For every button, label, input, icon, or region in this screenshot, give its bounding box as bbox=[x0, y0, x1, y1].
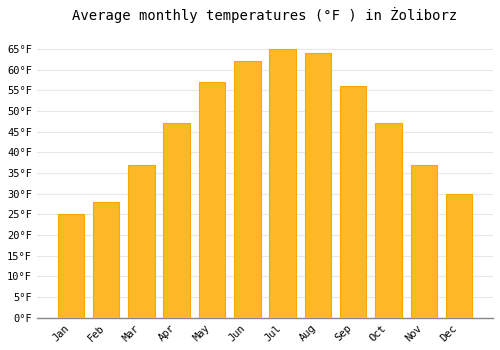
Bar bbox=[410, 165, 437, 318]
Bar bbox=[234, 61, 260, 318]
Bar bbox=[446, 194, 472, 318]
Title: Average monthly temperatures (°F ) in Żoliborz: Average monthly temperatures (°F ) in Żo… bbox=[72, 7, 458, 23]
Bar bbox=[58, 215, 84, 318]
Bar bbox=[270, 49, 296, 318]
Bar bbox=[128, 165, 154, 318]
Bar bbox=[198, 82, 225, 318]
Bar bbox=[340, 86, 366, 318]
Bar bbox=[164, 124, 190, 318]
Bar bbox=[375, 124, 402, 318]
Bar bbox=[304, 53, 331, 318]
Bar bbox=[93, 202, 120, 318]
